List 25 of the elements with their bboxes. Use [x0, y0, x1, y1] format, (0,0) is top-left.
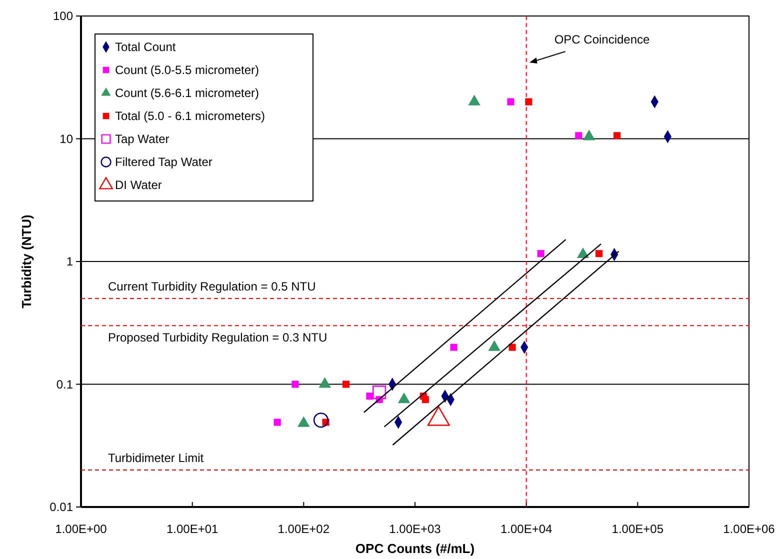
x-tick-label: 1.00E+02 — [278, 522, 330, 536]
y-tick-label: 0.01 — [50, 500, 74, 514]
x-tick-label: 1.00E+06 — [723, 522, 776, 536]
legend-label: Count (5.0-5.5 micrometer) — [115, 63, 260, 77]
y-tick-label: 100 — [52, 9, 74, 23]
x-axis-title: OPC Counts (#/mL) — [355, 541, 475, 556]
y-axis-title: Turbidity (NTU) — [19, 214, 34, 308]
legend-label: Count (5.6-6.1 micrometer) — [115, 86, 260, 100]
legend-label: Filtered Tap Water — [115, 155, 212, 169]
ref-line-label: Proposed Turbidity Regulation = 0.3 NTU — [108, 330, 328, 345]
y-tick-label: 1 — [66, 254, 74, 268]
y-tick-label: 0.1 — [56, 377, 74, 392]
legend-label: DI Water — [115, 178, 162, 192]
legend-label: Total Count — [115, 40, 176, 54]
ref-line-label: Current Turbidity Regulation = 0.5 NTU — [108, 279, 316, 294]
legend-label: Total (5.0 - 6.1 micrometers) — [115, 109, 266, 123]
legend-label: Tap Water — [115, 132, 170, 146]
x-tick-label: 1.00E+00 — [55, 522, 108, 536]
x-tick-label: 1.00E+04 — [500, 522, 553, 536]
x-tick-label: 1.00E+01 — [166, 522, 219, 536]
x-tick-label: 1.00E+03 — [389, 522, 442, 536]
x-tick-label: 1.00E+05 — [612, 522, 664, 536]
y-tick-label: 10 — [60, 132, 74, 146]
ref-line-label: Turbidimeter Limit — [108, 451, 204, 466]
annotation: OPC Coincidence — [554, 32, 650, 47]
